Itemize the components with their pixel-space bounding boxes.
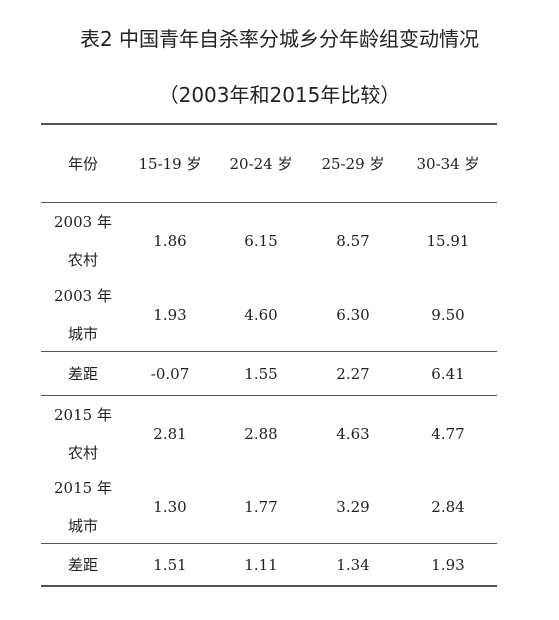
table-cell: 1.34 — [336, 555, 370, 574]
row-label: 2015 年农村 — [54, 406, 112, 462]
table-cell: 1.93 — [153, 306, 187, 324]
table-row: 2015 年农村 2.81 2.88 4.63 4.77 — [41, 395, 497, 469]
suicide-rate-table: 年份 15-19 岁 20-24 岁 25-29 岁 30-34 岁 2003 … — [41, 123, 497, 587]
table-cell: 4.63 — [336, 425, 370, 443]
table-cell: 1.77 — [244, 498, 278, 516]
table-cell: 1.51 — [153, 555, 187, 574]
row-label: 差距 — [67, 364, 98, 383]
table-row: 2003 年城市 1.93 4.60 6.30 9.50 — [41, 277, 497, 351]
table-cell: 4.60 — [244, 306, 278, 324]
row-label: 2003 年农村 — [54, 213, 112, 269]
table-cell: 4.77 — [431, 425, 465, 443]
table-cell: 9.50 — [431, 306, 465, 324]
table-cell: 6.41 — [431, 364, 465, 383]
table-cell: 6.30 — [336, 306, 370, 324]
table-cell: 2.81 — [153, 425, 187, 443]
table-cell: 2.84 — [431, 498, 465, 516]
table-subtitle: （2003年和2015年比较） — [158, 83, 401, 107]
table-cell: 6.15 — [244, 232, 278, 250]
table-cell: -0.07 — [150, 364, 190, 383]
table-row: 2003 年农村 1.86 6.15 8.57 15.91 — [41, 203, 497, 277]
table-row: 差距 1.51 1.11 1.34 1.93 — [41, 543, 497, 587]
table-cell: 3.29 — [336, 498, 370, 516]
row-label: 差距 — [67, 555, 98, 574]
table-title: 表2 中国青年自杀率分城乡分年龄组变动情况 — [79, 27, 480, 51]
header-age-30-34: 30-34 岁 — [416, 154, 480, 173]
table-cell: 2.27 — [336, 364, 370, 383]
table-cell: 8.57 — [336, 232, 370, 250]
header-age-15-19: 15-19 岁 — [138, 154, 202, 173]
table-cell: 1.11 — [244, 555, 278, 574]
table-cell: 1.30 — [153, 498, 187, 516]
table-cell: 15.91 — [426, 232, 470, 250]
header-year: 年份 — [67, 154, 98, 173]
table-cell: 1.93 — [431, 555, 465, 574]
header-age-20-24: 20-24 岁 — [229, 154, 293, 173]
row-label: 2015 年城市 — [54, 479, 112, 535]
header-age-25-29: 25-29 岁 — [321, 154, 385, 173]
table-cell: 2.88 — [244, 425, 278, 443]
table-cell: 1.86 — [153, 232, 187, 250]
table-cell: 1.55 — [244, 364, 278, 383]
row-label: 2003 年城市 — [54, 287, 112, 343]
table-row: 2015 年城市 1.30 1.77 3.29 2.84 — [41, 469, 497, 543]
table-header-row: 年份 15-19 岁 20-24 岁 25-29 岁 30-34 岁 — [41, 123, 497, 203]
table-row: 差距 -0.07 1.55 2.27 6.41 — [41, 351, 497, 395]
